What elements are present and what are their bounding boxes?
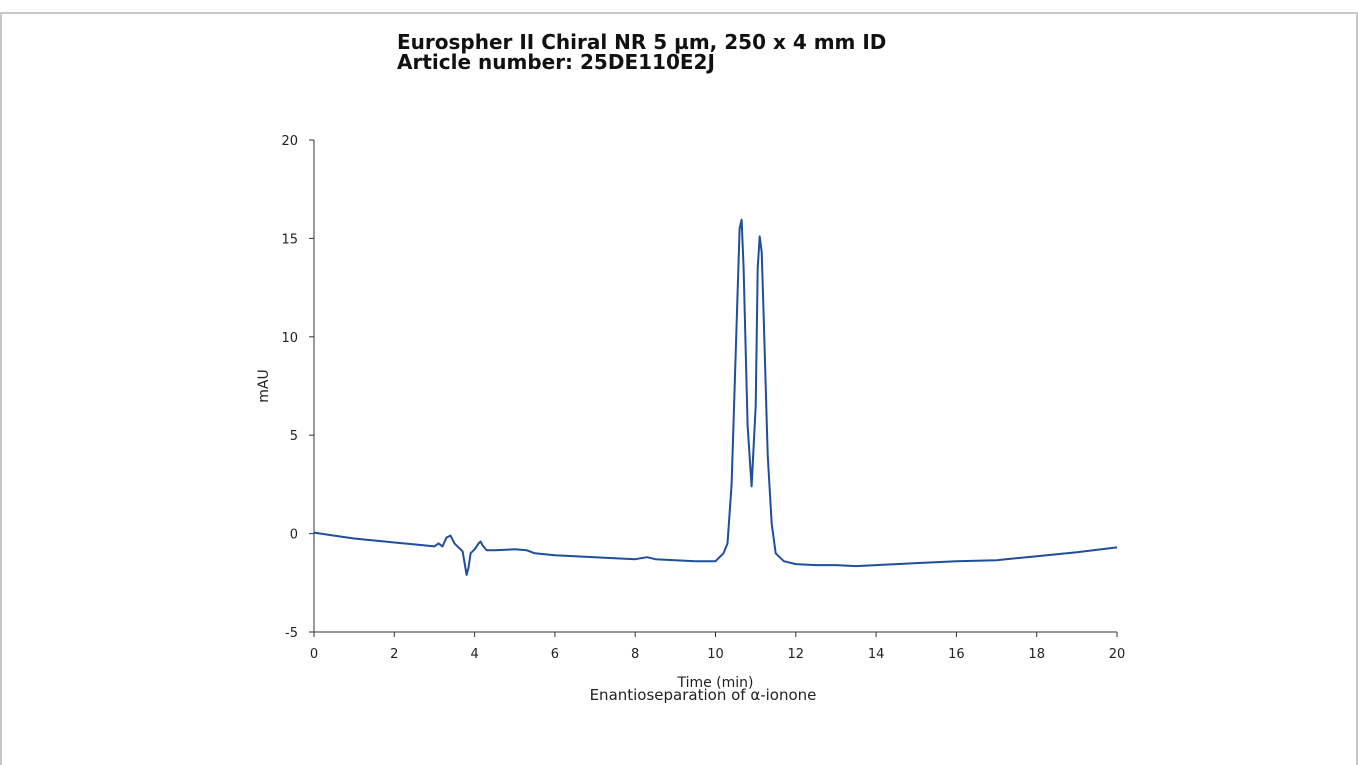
y-tick-label: 15	[281, 232, 298, 247]
y-tick-label: 0	[290, 528, 298, 543]
y-axis-title: mAU	[256, 369, 272, 402]
chart-title-line2: Article number: 25DE110E2J	[397, 50, 715, 74]
content-frame	[0, 12, 1358, 765]
figure-caption: Enantioseparation of α-ionone	[589, 686, 817, 704]
x-axis-title: Time (min)	[676, 675, 753, 691]
chart-ticks	[309, 139, 1118, 637]
chart-title-block: Eurospher II Chiral NR 5 µm, 250 x 4 mm …	[397, 32, 886, 72]
x-tick-label: 4	[470, 647, 478, 662]
x-tick-label: 8	[631, 647, 639, 662]
frame-right-border	[1356, 12, 1358, 765]
chromatogram-trace	[313, 218, 1118, 576]
chart-tick-labels: 0 2 4 6 8 10 12 14 16 18 20 -5 0 5 10 15 20	[281, 134, 1125, 662]
x-tick-label: 0	[310, 647, 318, 662]
x-tick-label: 12	[788, 647, 805, 662]
x-tick-label: 16	[948, 647, 965, 662]
chart-title-line1: Eurospher II Chiral NR 5 µm, 250 x 4 mm …	[397, 30, 887, 54]
x-tick-label: 14	[868, 647, 885, 662]
y-tick-label: 20	[281, 134, 298, 149]
x-tick-label: 18	[1028, 647, 1045, 662]
y-tick-label: 5	[290, 429, 298, 444]
y-tick-label: 10	[281, 331, 298, 346]
chart-axes	[313, 140, 1117, 633]
y-tick-label: -5	[285, 626, 298, 641]
x-tick-label: 10	[707, 647, 724, 662]
x-tick-label: 20	[1109, 647, 1126, 662]
frame-left-border	[0, 12, 2, 765]
x-tick-label: 6	[551, 647, 559, 662]
x-tick-label: 2	[390, 647, 398, 662]
frame-top-border	[0, 12, 1358, 14]
